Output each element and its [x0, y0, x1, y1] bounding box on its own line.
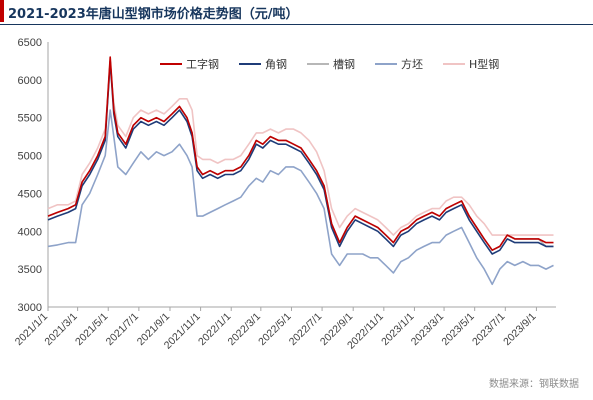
title-bar: 2021-2023年唐山型钢市场价格走势图（元/吨）: [0, 0, 593, 26]
x-tick-label: 2021/5/1: [73, 311, 110, 348]
y-tick-label: 4000: [18, 226, 42, 238]
x-tick-label: 2022/5/1: [256, 311, 293, 348]
series-line-4: [47, 67, 554, 236]
y-tick-label: 5500: [18, 113, 42, 125]
y-tick-label: 6000: [18, 75, 42, 87]
legend-label: H型钢: [469, 57, 499, 71]
x-tick-label: 2022/3/1: [226, 311, 263, 348]
legend-label: 方坯: [401, 57, 423, 71]
legend-label: 工字钢: [186, 57, 219, 71]
series-line-1: [47, 60, 554, 255]
x-tick-label: 2021/3/1: [42, 311, 79, 348]
line-chart: 300035004000450050005500600065002021/1/1…: [13, 37, 556, 352]
x-tick-label: 2022/7/1: [287, 311, 324, 348]
y-tick-label: 3500: [18, 264, 42, 276]
title-accent-bar: [0, 0, 4, 22]
x-tick-label: 2023/3/1: [409, 311, 446, 348]
y-tick-label: 5000: [18, 151, 42, 163]
y-tick-label: 3000: [18, 302, 42, 314]
legend-label: 角钢: [265, 58, 287, 71]
legend-label: 槽钢: [333, 58, 355, 71]
source-note: 数据来源：钢联数据: [489, 379, 579, 390]
title-underline: [0, 24, 593, 25]
y-tick-label: 4500: [18, 188, 42, 200]
x-tick-label: 2023/7/1: [470, 311, 507, 348]
x-tick-label: 2023/5/1: [439, 311, 476, 348]
x-tick-label: 2023/9/1: [501, 311, 538, 348]
series-line-0: [47, 56, 554, 251]
x-tick-label: 2021/7/1: [104, 311, 141, 348]
series-line-3: [47, 109, 554, 286]
y-tick-label: 6500: [18, 37, 42, 49]
series-line-2: [47, 60, 554, 251]
chart-title: 2021-2023年唐山型钢市场价格走势图（元/吨）: [8, 7, 299, 22]
